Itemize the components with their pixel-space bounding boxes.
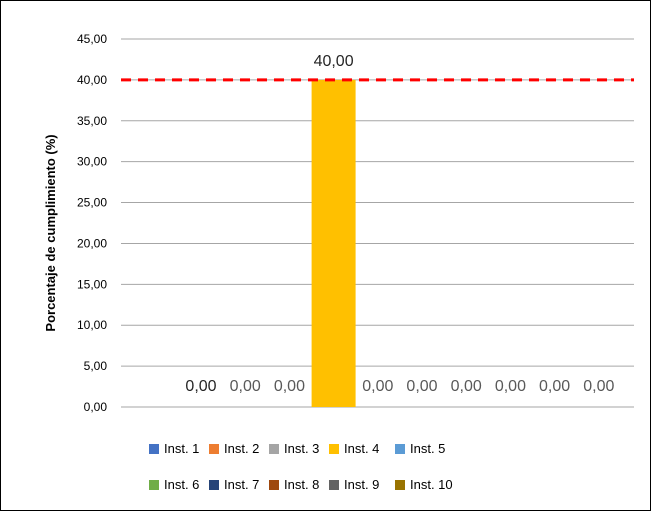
data-label: 0,00 [406, 378, 437, 395]
legend-item-inst-4: Inst. 4 [329, 441, 379, 456]
data-label: 40,00 [314, 53, 354, 70]
legend-label: Inst. 3 [284, 441, 319, 456]
data-label: 0,00 [451, 378, 482, 395]
y-tick-label: 35,00 [77, 114, 107, 128]
legend-item-inst-10: Inst. 10 [395, 477, 453, 492]
legend-label: Inst. 9 [344, 477, 379, 492]
data-label: 0,00 [362, 378, 393, 395]
legend-label: Inst. 8 [284, 477, 319, 492]
data-label: 0,00 [583, 378, 614, 395]
legend-swatch [209, 444, 219, 454]
data-labels: 0,00 0,00 0,00 40,00 0,00 0,00 0,00 0,00 0,00 0,0… [185, 53, 614, 395]
legend-item-inst-8: Inst. 8 [269, 477, 319, 492]
legend-label: Inst. 5 [410, 441, 445, 456]
gridlines [121, 38, 634, 408]
legend-label: Inst. 10 [410, 477, 453, 492]
legend-swatch [209, 480, 219, 490]
legend-item-inst-3: Inst. 3 [269, 441, 319, 456]
legend-item-inst-7: Inst. 7 [209, 477, 259, 492]
legend-swatch [269, 444, 279, 454]
legend-item-inst-1: Inst. 1 [149, 441, 199, 456]
legend-swatch [329, 444, 339, 454]
legend-swatch [395, 480, 405, 490]
legend-label: Inst. 7 [224, 477, 259, 492]
legend-item-inst-5: Inst. 5 [395, 441, 445, 456]
y-tick-label: 30,00 [77, 155, 107, 169]
y-tick-label: 20,00 [77, 236, 107, 250]
bars [311, 79, 356, 407]
legend-label: Inst. 4 [344, 441, 379, 456]
data-label: 0,00 [230, 378, 261, 395]
data-label: 0,00 [274, 378, 305, 395]
y-axis-label: Porcentaje de cumplimiento (%) [43, 134, 58, 331]
legend-label: Inst. 2 [224, 441, 259, 456]
y-tick-label: 25,00 [77, 196, 107, 210]
data-label: 0,00 [495, 378, 526, 395]
legend-swatch [149, 480, 159, 490]
legend-item-inst-6: Inst. 6 [149, 477, 199, 492]
y-tick-label: 45,00 [77, 32, 107, 46]
y-tick-label: 10,00 [77, 318, 107, 332]
y-tick-label: 40,00 [77, 73, 107, 87]
y-tick-label: 15,00 [77, 277, 107, 291]
legend-label: Inst. 1 [164, 441, 199, 456]
y-tick-label: 0,00 [84, 400, 108, 414]
legend-swatch [269, 480, 279, 490]
legend-label: Inst. 6 [164, 477, 199, 492]
y-tick-label: 5,00 [84, 359, 108, 373]
legend-swatch [149, 444, 159, 454]
legend-swatch [395, 444, 405, 454]
legend-swatch [329, 480, 339, 490]
legend: Inst. 1 Inst. 2 Inst. 3 Inst. 4 Inst. 5 Inst.… [149, 441, 453, 492]
data-label: 0,00 [539, 378, 570, 395]
bar-inst-4 [311, 79, 356, 407]
legend-item-inst-2: Inst. 2 [209, 441, 259, 456]
y-axis-ticks: 0,00 5,00 10,00 15,00 20,00 25,00 30,00 35,00 40… [77, 32, 107, 414]
legend-item-inst-9: Inst. 9 [329, 477, 379, 492]
data-label: 0,00 [185, 378, 216, 395]
